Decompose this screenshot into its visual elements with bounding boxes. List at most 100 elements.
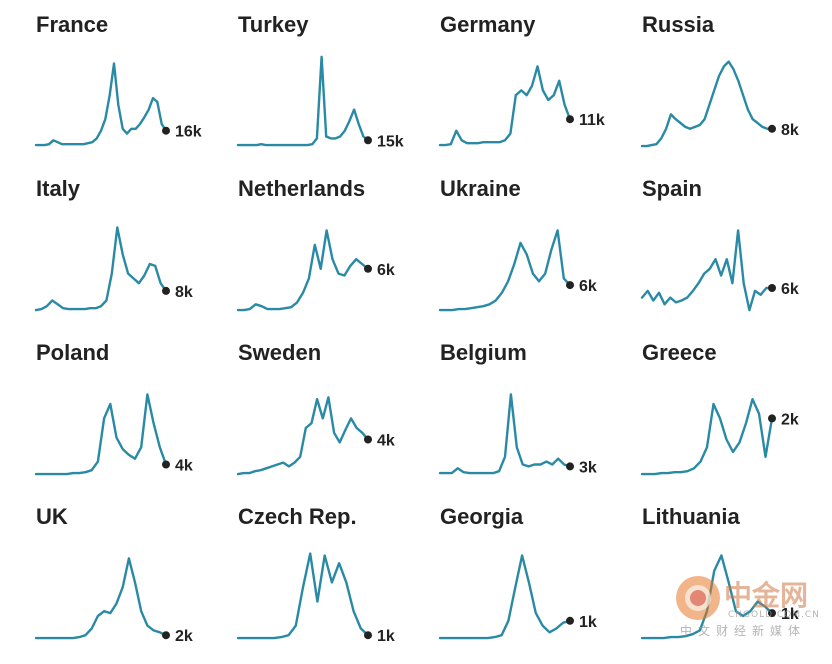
chart-svg: 4k xyxy=(34,393,193,476)
watermark-slogan: 中文财经新媒体 xyxy=(680,624,807,638)
series-line xyxy=(236,55,370,147)
chart-panel: Lithuania 1k xyxy=(640,504,832,664)
small-multiples-grid: France 16k Turkey 15k Germany 11k Russia 8k Ital… xyxy=(34,12,832,645)
end-point xyxy=(162,126,170,135)
chart-panel: Germany 11k xyxy=(438,12,640,172)
chart-panel: Sweden 4k xyxy=(236,340,438,500)
chart-svg: 6k xyxy=(640,229,799,312)
chart-title: Russia xyxy=(642,12,715,37)
chart-title: Germany xyxy=(440,12,536,37)
end-value-label: 8k xyxy=(175,284,193,301)
series-line xyxy=(438,229,572,312)
chart-panel: Russia 8k xyxy=(640,12,832,172)
end-value-label: 16k xyxy=(175,124,202,141)
end-point xyxy=(768,284,776,292)
end-point xyxy=(162,631,170,640)
end-point xyxy=(364,264,372,273)
end-value-label: 1k xyxy=(377,628,395,645)
end-point xyxy=(364,435,372,444)
end-point xyxy=(566,281,574,290)
chart-svg: 2k xyxy=(34,557,193,645)
end-point xyxy=(566,462,574,471)
chart-title: Czech Rep. xyxy=(238,504,357,529)
chart-panel: Ukraine 6k xyxy=(438,176,640,336)
end-value-label: 1k xyxy=(579,614,597,631)
chart-panel: Georgia 1k xyxy=(438,504,640,664)
chart-title: Belgium xyxy=(440,340,527,365)
chart-panel: Poland 4k xyxy=(34,340,236,500)
end-value-label: 4k xyxy=(377,433,395,450)
end-point xyxy=(364,631,372,640)
end-value-label: 6k xyxy=(579,278,597,295)
series-line xyxy=(438,393,572,475)
chart-panel: Italy 8k xyxy=(34,176,236,336)
chart-title: Turkey xyxy=(238,12,309,37)
watermark-name: 中金网 xyxy=(724,579,809,612)
end-value-label: 1k xyxy=(781,606,799,623)
end-value-label: 8k xyxy=(781,122,799,139)
end-point xyxy=(566,616,574,625)
chart-panel: Greece 2k xyxy=(640,340,832,500)
series-line xyxy=(236,396,370,476)
series-line xyxy=(438,554,572,640)
chart-svg: 3k xyxy=(438,393,597,476)
chart-panel: France 16k xyxy=(34,12,236,172)
chart-svg: 16k xyxy=(34,62,202,147)
chart-svg: 4k xyxy=(236,396,395,476)
chart-svg: 8k xyxy=(34,226,193,312)
end-point xyxy=(768,124,776,133)
series-line xyxy=(34,62,168,147)
series-line xyxy=(34,226,168,312)
chart-panel: Netherlands 6k xyxy=(236,176,438,336)
chart-panel: Turkey 15k xyxy=(236,12,438,172)
end-value-label: 2k xyxy=(781,411,799,428)
watermark-domain: CNGOLD.COM.CN xyxy=(728,610,820,620)
end-value-label: 6k xyxy=(377,262,395,279)
series-line xyxy=(236,229,370,312)
chart-title: France xyxy=(36,12,109,37)
chart-svg: 15k xyxy=(236,55,404,150)
chart-title: Italy xyxy=(36,176,81,201)
chart-title: Spain xyxy=(642,176,702,201)
chart-panel: UK 2k xyxy=(34,504,236,664)
end-value-label: 11k xyxy=(579,112,605,129)
series-line xyxy=(640,398,774,476)
chart-svg: 1k xyxy=(236,552,395,645)
end-point xyxy=(768,414,776,423)
end-point xyxy=(162,460,170,469)
series-line xyxy=(34,393,168,476)
chart-panel: Belgium 3k xyxy=(438,340,640,500)
series-line xyxy=(640,60,774,148)
chart-title: UK xyxy=(36,504,68,529)
series-line xyxy=(34,557,168,640)
watermark: 中金网 CNGOLD.COM.CN 中文财经新媒体 xyxy=(672,574,828,640)
chart-title: Greece xyxy=(642,340,717,365)
chart-title: Ukraine xyxy=(440,176,521,201)
chart-panel: Czech Rep. 1k xyxy=(236,504,438,664)
chart-svg: 2k xyxy=(640,398,799,476)
chart-title: Georgia xyxy=(440,504,524,529)
end-value-label: 15k xyxy=(377,133,404,150)
series-line xyxy=(438,65,572,147)
chart-svg: 1k xyxy=(438,554,597,640)
chart-panel: Spain 6k xyxy=(640,176,832,336)
end-point xyxy=(768,609,776,618)
series-line xyxy=(640,229,774,312)
end-value-label: 2k xyxy=(175,628,193,645)
end-point xyxy=(364,136,372,145)
chart-svg: 6k xyxy=(236,229,395,312)
chart-title: Sweden xyxy=(238,340,322,365)
chart-title: Netherlands xyxy=(238,176,366,201)
chart-title: Poland xyxy=(36,340,110,365)
end-point xyxy=(566,115,574,124)
end-point xyxy=(162,286,170,295)
chart-svg: 11k xyxy=(438,65,605,147)
series-line xyxy=(236,552,370,640)
end-value-label: 6k xyxy=(781,281,799,298)
end-value-label: 4k xyxy=(175,458,193,475)
end-value-label: 3k xyxy=(579,459,597,476)
chart-svg: 6k xyxy=(438,229,597,312)
chart-svg: 8k xyxy=(640,60,799,148)
cngold-logo-icon xyxy=(676,576,720,620)
chart-title: Lithuania xyxy=(642,504,740,529)
